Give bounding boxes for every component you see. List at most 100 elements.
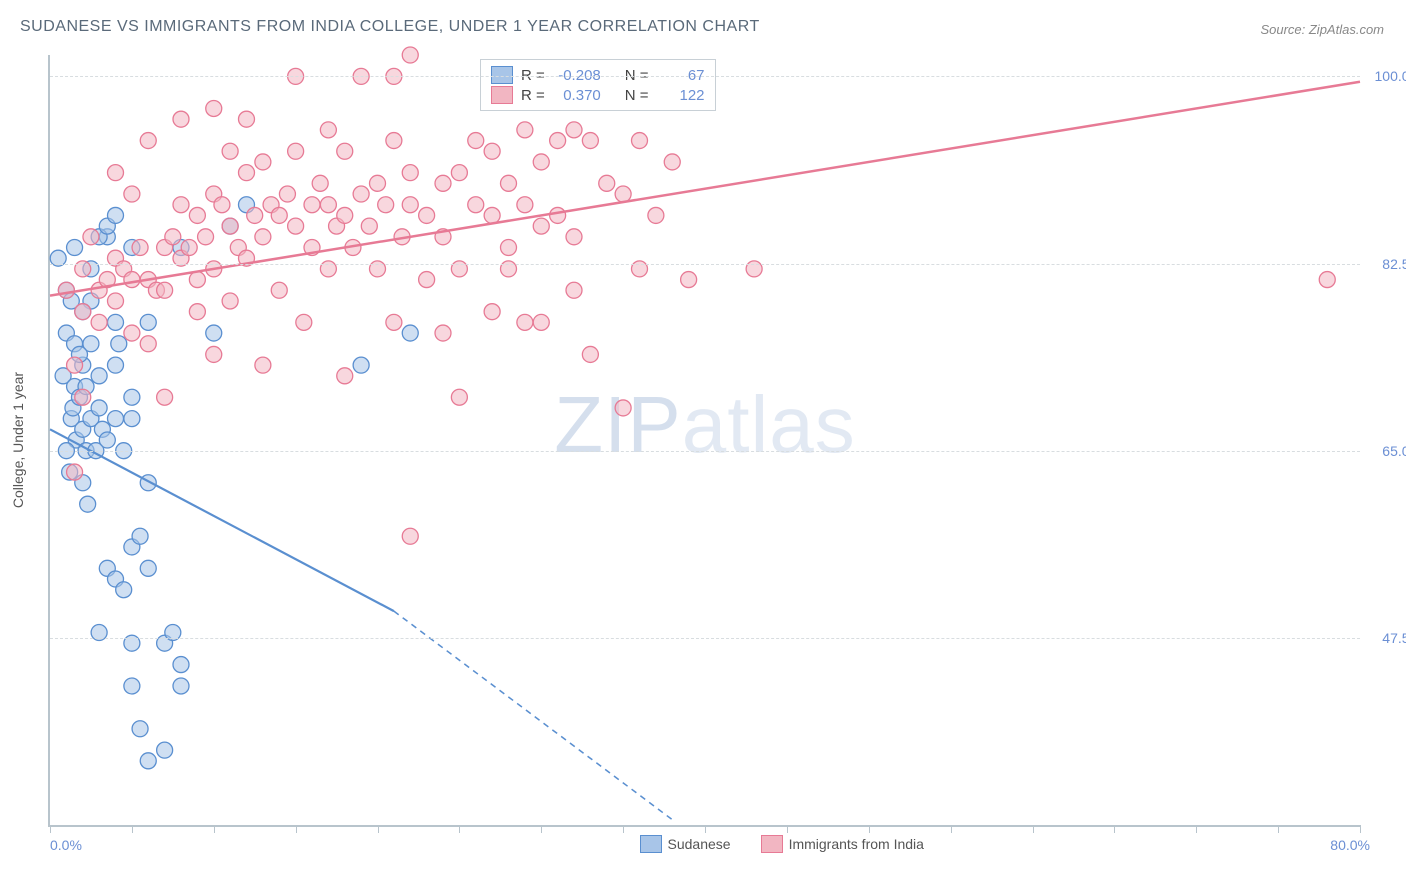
scatter-point [140, 314, 156, 330]
scatter-point [189, 207, 205, 223]
scatter-point [157, 389, 173, 405]
scatter-point [222, 143, 238, 159]
scatter-point [189, 304, 205, 320]
legend-item: Immigrants from India [761, 835, 924, 853]
stat-n-label: N = [625, 67, 649, 84]
scatter-point [124, 678, 140, 694]
scatter-point [67, 240, 83, 256]
scatter-point [419, 207, 435, 223]
scatter-point [615, 186, 631, 202]
scatter-point [108, 207, 124, 223]
scatter-point [320, 122, 336, 138]
stat-n-value: 67 [657, 67, 705, 84]
scatter-point [468, 133, 484, 149]
scatter-point [304, 197, 320, 213]
legend-swatch [491, 66, 513, 84]
legend-label: Immigrants from India [789, 836, 924, 852]
scatter-point [386, 314, 402, 330]
scatter-point [533, 218, 549, 234]
scatter-point [214, 197, 230, 213]
scatter-point [550, 133, 566, 149]
scatter-point [181, 240, 197, 256]
scatter-point [124, 325, 140, 341]
legend-swatch [761, 835, 783, 853]
x-tick [459, 825, 460, 833]
scatter-point [402, 325, 418, 341]
scatter-point [124, 389, 140, 405]
plot-area: College, Under 1 year ZIPatlas R =-0.208… [48, 55, 1360, 827]
scatter-point [484, 143, 500, 159]
scatter-point [140, 336, 156, 352]
scatter-point [140, 753, 156, 769]
scatter-point [599, 175, 615, 191]
scatter-point [648, 207, 664, 223]
scatter-point [517, 314, 533, 330]
scatter-point [91, 368, 107, 384]
stats-legend-box: R =-0.208N =67R =0.370N =122 [480, 59, 716, 111]
scatter-point [632, 133, 648, 149]
scatter-point [320, 197, 336, 213]
scatter-point [566, 122, 582, 138]
scatter-point [582, 346, 598, 362]
scatter-point [386, 133, 402, 149]
scatter-point [165, 229, 181, 245]
scatter-point [83, 229, 99, 245]
scatter-point [296, 314, 312, 330]
gridline [50, 451, 1360, 452]
scatter-point [67, 357, 83, 373]
gridline [50, 264, 1360, 265]
scatter-point [108, 165, 124, 181]
x-tick [541, 825, 542, 833]
scatter-point [337, 207, 353, 223]
scatter-point [353, 357, 369, 373]
stat-n-value: 122 [657, 87, 705, 104]
scatter-point [402, 528, 418, 544]
x-tick [132, 825, 133, 833]
scatter-point [566, 229, 582, 245]
stat-r-label: R = [521, 67, 545, 84]
scatter-point [353, 186, 369, 202]
scatter-point [173, 657, 189, 673]
scatter-point [1319, 272, 1335, 288]
scatter-point [132, 240, 148, 256]
scatter-point [566, 282, 582, 298]
scatter-point [271, 207, 287, 223]
x-tick [1114, 825, 1115, 833]
scatter-point [419, 272, 435, 288]
scatter-point [550, 207, 566, 223]
scatter-point [75, 304, 91, 320]
y-tick-label: 65.0% [1382, 443, 1406, 459]
scatter-point [157, 282, 173, 298]
scatter-point [91, 314, 107, 330]
y-tick-label: 100.0% [1375, 68, 1406, 84]
stat-r-label: R = [521, 87, 545, 104]
x-tick [787, 825, 788, 833]
scatter-point [173, 111, 189, 127]
scatter-point [108, 293, 124, 309]
legend-item: Sudanese [640, 835, 731, 853]
scatter-point [198, 229, 214, 245]
x-tick [1360, 825, 1361, 833]
scatter-point [681, 272, 697, 288]
scatter-point [501, 240, 517, 256]
scatter-point [189, 272, 205, 288]
scatter-point [140, 133, 156, 149]
scatter-point [58, 282, 74, 298]
scatter-point [435, 175, 451, 191]
trend-line [50, 429, 394, 611]
scatter-point [91, 400, 107, 416]
scatter-point [222, 218, 238, 234]
bottom-legend: Sudanese Immigrants from India [640, 835, 924, 853]
scatter-point [451, 165, 467, 181]
scatter-point [239, 111, 255, 127]
scatter-point [239, 165, 255, 181]
stat-n-label: N = [625, 87, 649, 104]
scatter-point [271, 282, 287, 298]
scatter-point [288, 143, 304, 159]
x-min-label: 0.0% [50, 837, 82, 853]
scatter-point [132, 528, 148, 544]
scatter-point [378, 197, 394, 213]
scatter-point [140, 560, 156, 576]
scatter-point [255, 154, 271, 170]
scatter-point [116, 582, 132, 598]
